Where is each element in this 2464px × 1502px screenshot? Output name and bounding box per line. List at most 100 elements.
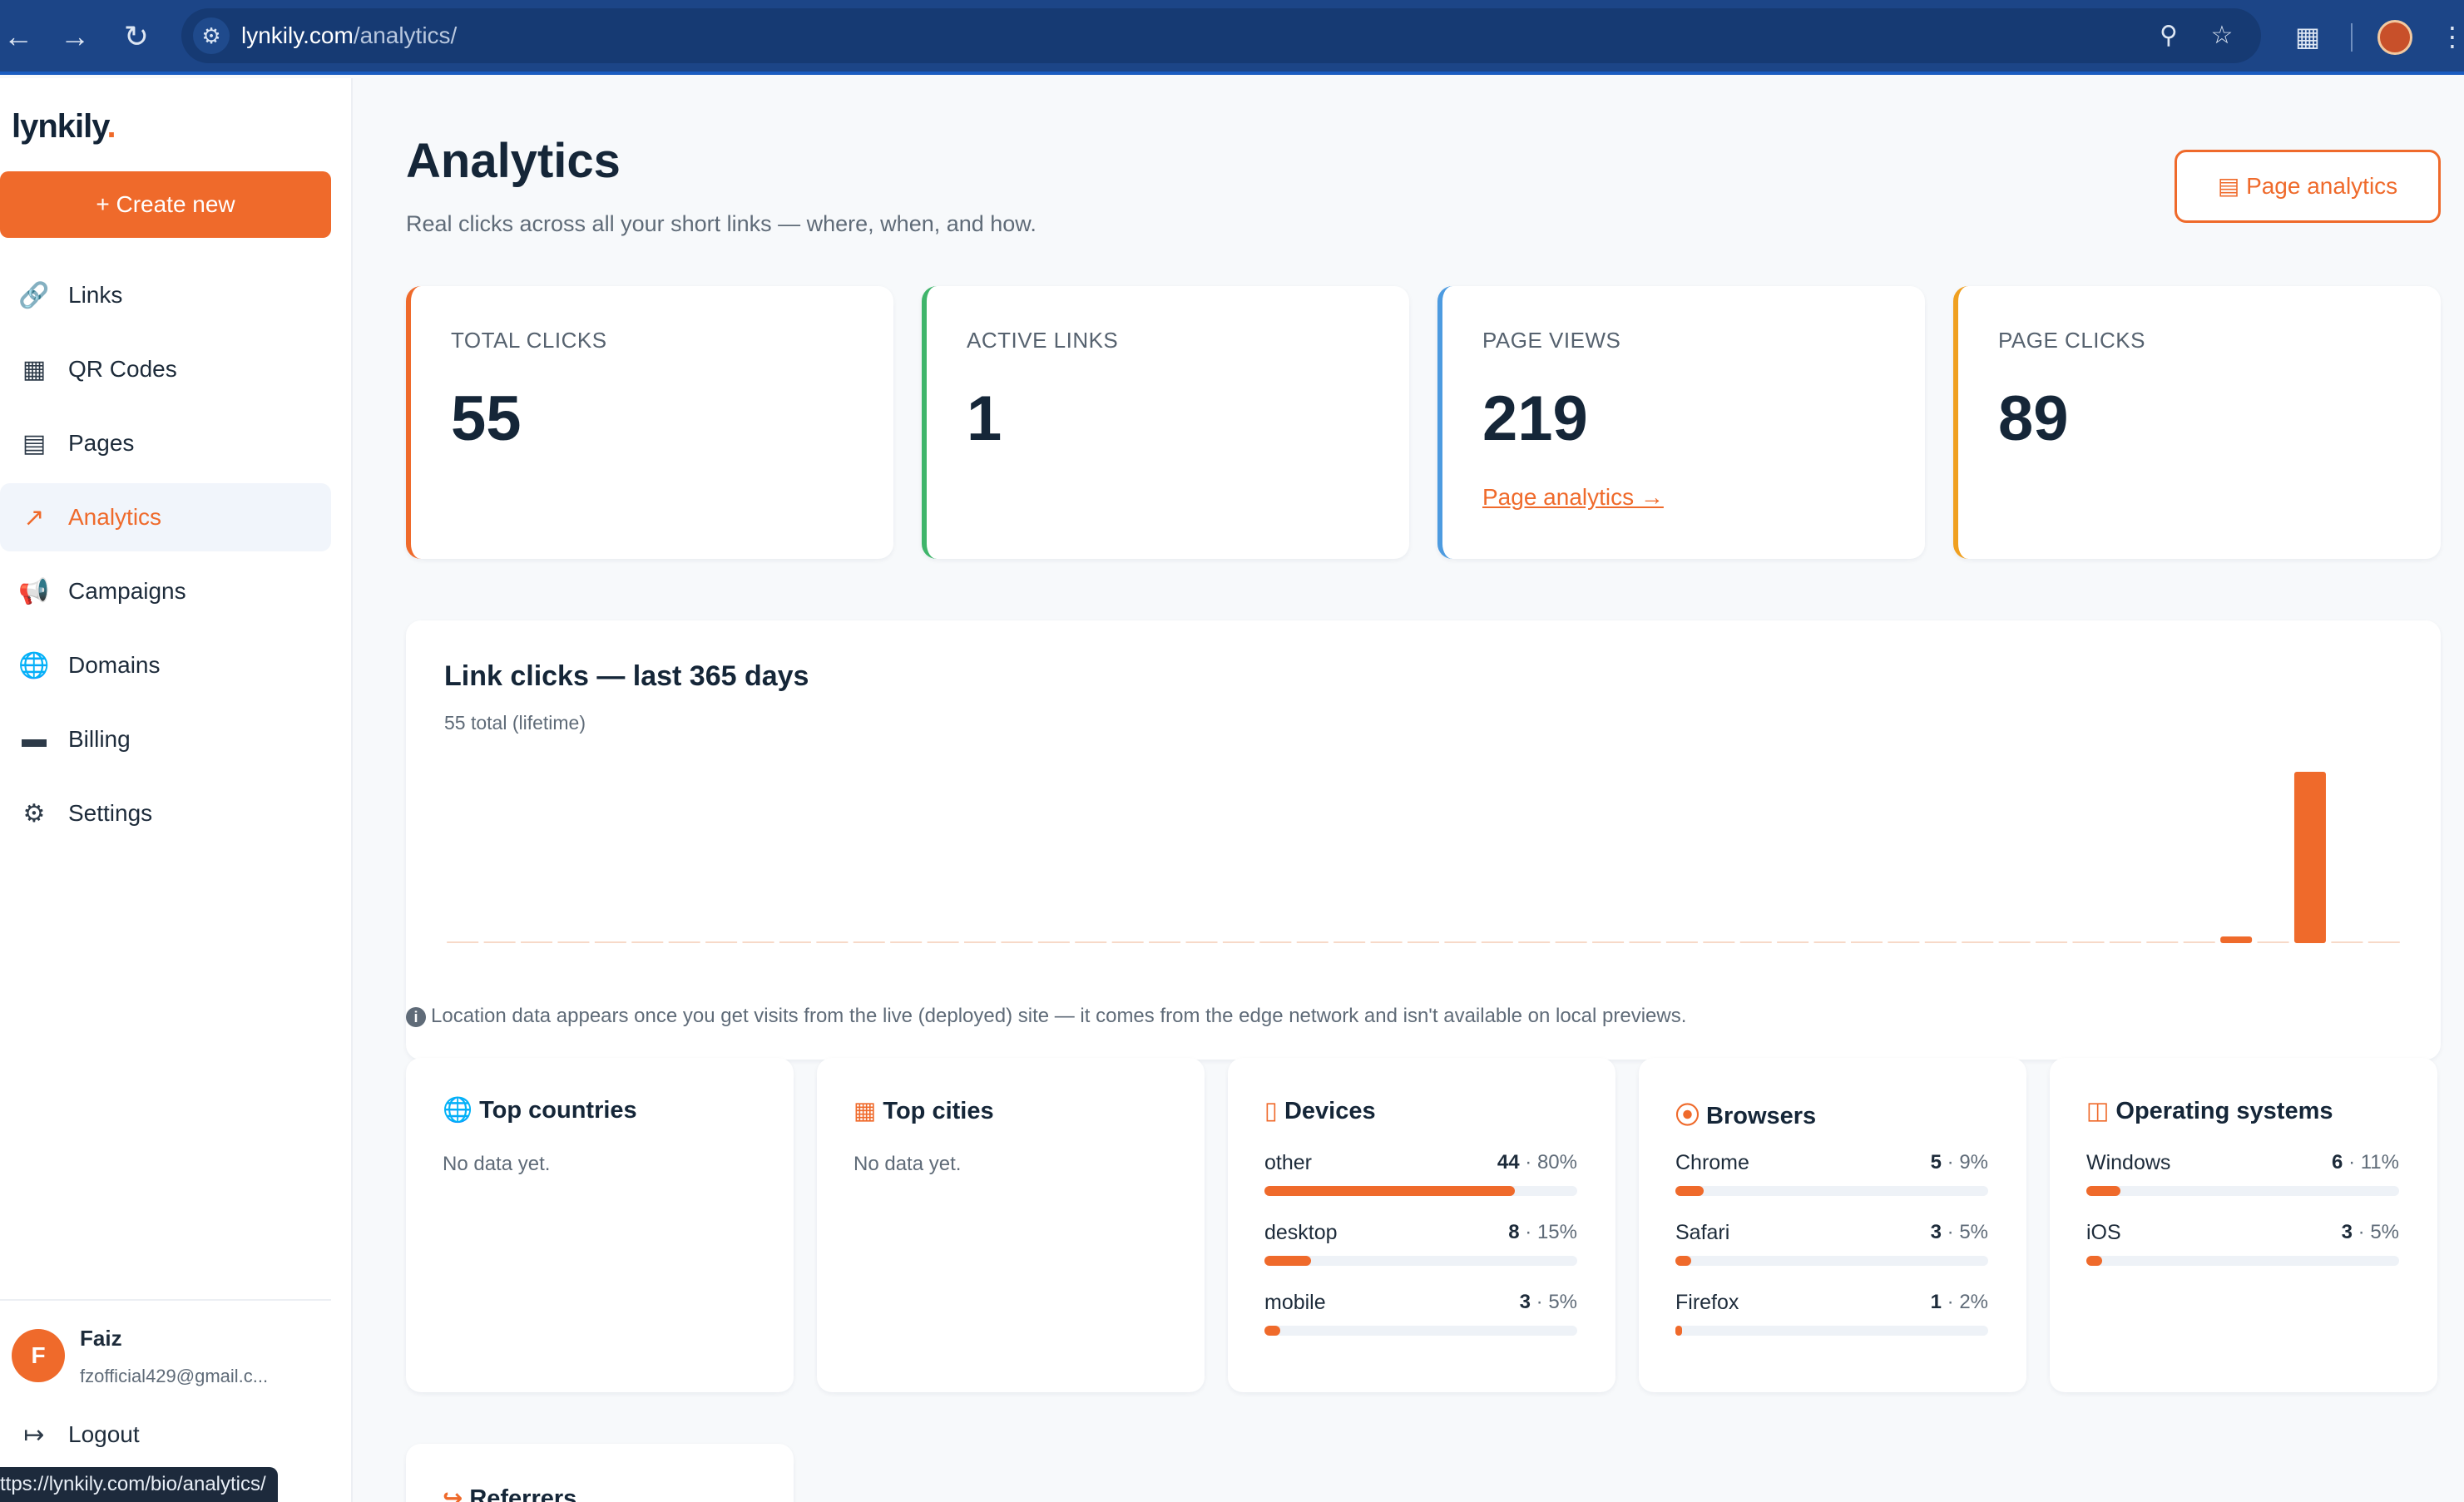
breakdown-bar-fill [1675,1186,1704,1196]
sidebar-item-pages[interactable]: ▤ Pages [0,409,331,477]
chart-bar [853,941,885,943]
sidebar-item-billing[interactable]: ▬ Billing [0,705,331,773]
stat-card-total-clicks: TOTAL CLICKS 55 [406,286,893,559]
chart-bar [1408,941,1439,943]
logout-button[interactable]: ↦ Logout [0,1414,139,1455]
link-icon: 🔗 [18,281,50,309]
browser-menu-icon[interactable]: ⋮ [2439,22,2464,52]
breakdown-row-label: Windows [2086,1151,2171,1174]
page-subtitle: Real clicks across all your short links … [406,211,1037,236]
chart-bar [1370,941,1403,943]
chart-bar [2109,941,2141,943]
sidebar-nav: 🔗 Links ▦ QR Codes ▤ Pages ↗ Analytics 📢… [0,261,331,853]
breakdown-row-label: desktop [1264,1221,1338,1244]
chart-bar [2146,941,2179,943]
site-settings-icon[interactable]: ⚙ [193,17,230,54]
chart-bar[interactable] [2220,936,2253,943]
sidebar-item-settings[interactable]: ⚙ Settings [0,779,331,847]
extensions-icon[interactable]: ▦ [2294,22,2321,52]
chart-bar [705,941,738,943]
page-title: Analytics [406,134,621,188]
operating-systems-card: ◫ Operating systems Windows 6 · 11% iOS 3 · … [2050,1058,2437,1392]
breakdown-row-value: 8 · 15% [1508,1221,1577,1243]
chart-bar [1739,941,1772,943]
chart-bar[interactable] [2293,772,2326,943]
sidebar-item-analytics[interactable]: ↗ Analytics [0,483,331,551]
chart-bar [1703,941,1735,943]
chart-subtitle: 55 total (lifetime) [444,712,586,734]
plus-icon: + [96,191,110,217]
chart-bar [779,941,811,943]
link-clicks-chart [447,772,2400,943]
user-email: fzofficial429@gmail.c... [80,1366,269,1386]
chart-bar [1149,941,1181,943]
chart-bar [742,941,774,943]
share-icon: ↪ [443,1485,463,1502]
stat-card-page-clicks: PAGE CLICKS 89 [1953,286,2441,559]
referrers-card: ↪ Referrers [406,1444,794,1502]
chart-bar [1518,941,1551,943]
chart-bar [1962,941,1994,943]
devices-card: ▯ Devices other 44 · 80% desktop 8 · 15% mobi… [1228,1058,1615,1392]
forward-icon[interactable]: → [60,19,90,53]
create-new-button[interactable]: + Create new [0,171,331,238]
id-card-icon: ▤ [2217,173,2240,199]
breakdown-row-value: 3 · 5% [1519,1291,1577,1313]
gear-icon: ⚙ [22,799,46,828]
chart-bar [1296,941,1328,943]
chart-bar [1444,941,1477,943]
chart-bar [1998,941,2031,943]
breakdown-row-label: Chrome [1675,1151,1749,1174]
link-hover-status: ttps://lynkily.com/bio/analytics/ [0,1467,278,1502]
sidebar-item-domains[interactable]: 🌐 Domains [0,631,331,699]
address-bar[interactable]: ⚙ lynkily.com/analytics/ ⚲ ☆ [181,8,2261,63]
link-clicks-chart-card: Link clicks — last 365 days 55 total (li… [406,620,2441,1060]
brand-logo[interactable]: lynkily. [12,108,116,145]
browsers-card: ⦿ Browsers Chrome 5 · 9% Safari 3 · 5% Firefo… [1639,1058,2026,1392]
qr-code-icon: ▦ [22,355,47,383]
sidebar-item-qr-codes[interactable]: ▦ QR Codes [0,335,331,403]
megaphone-icon: 📢 [18,577,50,605]
countries-empty-text: No data yet. [443,1153,551,1175]
breakdown-bar-track [1675,1256,1988,1266]
breakdown-bar-fill [1264,1256,1312,1266]
sidebar-item-campaigns[interactable]: 📢 Campaigns [0,557,331,625]
breakdown-row-label: iOS [2086,1221,2121,1244]
breakdown-row-value: 3 · 5% [1930,1221,1988,1243]
zoom-icon[interactable]: ⚲ [2160,22,2178,49]
chart-bar [1075,941,1107,943]
breakdown-row-label: mobile [1264,1291,1326,1314]
breakdown-bar-fill [1675,1256,1691,1266]
chart-bar [890,941,923,943]
chart-bar [631,941,664,943]
sidebar-divider [0,1299,331,1301]
reload-icon[interactable]: ↻ [123,19,150,53]
chart-bar [1037,941,1070,943]
chart-bar [1481,941,1513,943]
sidebar-item-links[interactable]: 🔗 Links [0,261,331,329]
breakdown-row-label: other [1264,1151,1312,1174]
bookmark-star-icon[interactable]: ☆ [2210,22,2234,49]
breakdown-bar-fill [1675,1326,1682,1336]
back-icon[interactable]: ← [3,19,33,53]
top-cities-card: ▦ Top cities No data yet. [817,1058,1205,1392]
user-avatar[interactable]: F [12,1329,65,1382]
id-card-icon: ▤ [22,429,47,457]
chart-bar [1629,941,1661,943]
chart-bar [927,941,959,943]
location-data-note: i Location data appears once you get visi… [406,1005,1686,1028]
breakdown-row-value: 5 · 9% [1930,1151,1988,1173]
chart-bar [1555,941,1587,943]
chart-bar [2368,941,2400,943]
chart-bar [1111,941,1144,943]
page-analytics-button[interactable]: ▤ Page analytics [2175,150,2441,223]
url-text[interactable]: lynkily.com/analytics/ [241,22,458,48]
profile-avatar-icon[interactable] [2377,20,2412,55]
info-icon: i [406,1007,426,1027]
chart-bar [2072,941,2105,943]
chart-title: Link clicks — last 365 days [444,660,809,692]
breakdown-bar-track [1264,1186,1577,1196]
page-analytics-link[interactable]: Page analytics → [1482,484,1664,510]
browser-toolbar: ← → ↻ ⚙ lynkily.com/analytics/ ⚲ ☆ ▦ ⋮ [0,0,2464,75]
chart-bar [2257,941,2289,943]
